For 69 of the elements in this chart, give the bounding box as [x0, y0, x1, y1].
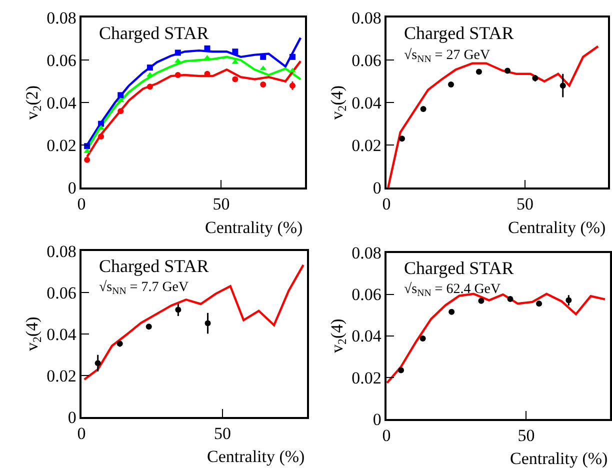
y-tick-label: 0.08 — [352, 8, 382, 28]
point — [118, 92, 124, 98]
y-tick-label: 0.08 — [352, 244, 382, 263]
y-tick-label: 0.02 — [352, 368, 382, 388]
x-tick-label: 50 — [518, 426, 535, 445]
x-axis-title: Centrality (%) — [510, 449, 608, 468]
y-tick-label: 0.02 — [46, 136, 76, 155]
x-tick-label: 50 — [212, 194, 230, 214]
text: √s$_{NN}$ = 62.4 GeV — [404, 281, 501, 299]
point — [98, 134, 104, 140]
point — [566, 297, 572, 304]
y-tick-label: 0.04 — [46, 324, 77, 344]
point — [289, 82, 296, 89]
point — [174, 50, 181, 56]
chart-title: Charged STAR — [404, 23, 514, 43]
chart-title: Charged STAR — [99, 23, 209, 43]
y-tick-label: 0.06 — [46, 51, 76, 70]
point — [448, 308, 455, 315]
point — [289, 54, 296, 60]
y-tick-label: 0 — [372, 410, 382, 429]
point — [116, 340, 123, 347]
point — [146, 64, 153, 71]
y-tick-label: 0.06 — [352, 51, 382, 70]
point — [84, 156, 90, 163]
point — [232, 76, 238, 82]
y-tick-label: 0.02 — [46, 366, 76, 386]
x-tick-label: 50 — [516, 194, 534, 214]
text: √s$_{NN}$ = 27 GeV — [404, 47, 490, 65]
point — [146, 84, 153, 90]
point — [504, 68, 511, 74]
y-tick-label: 0.04 — [46, 94, 77, 113]
y-tick-label: 0.04 — [352, 94, 382, 113]
y-tick-label: 0.06 — [46, 283, 76, 302]
point — [146, 324, 152, 330]
x-axis-title: Centrality (%) — [508, 218, 606, 237]
x-axis-title: Centrality (%) — [205, 218, 303, 237]
point — [175, 306, 182, 313]
y-tick-label: 0 — [372, 178, 382, 198]
point — [232, 48, 238, 55]
point — [507, 296, 514, 302]
y-tick-label: 0.02 — [352, 136, 382, 155]
point — [536, 300, 542, 307]
point — [398, 136, 405, 142]
chart-title: Charged STAR — [404, 258, 514, 278]
point — [94, 360, 101, 366]
point — [98, 120, 104, 127]
y-tick-label: 0.08 — [46, 8, 76, 28]
point — [532, 75, 538, 82]
x-axis-title: Centrality (%) — [207, 447, 305, 466]
y-tick-label: 0 — [68, 178, 76, 198]
chart-title: Charged STAR — [99, 256, 209, 276]
point — [204, 320, 211, 326]
point — [174, 72, 181, 78]
line-series — [387, 45, 600, 188]
point — [476, 68, 482, 75]
x-tick-label: 50 — [214, 424, 231, 444]
point — [420, 106, 426, 112]
y-tick-label: 0.08 — [46, 242, 76, 261]
point — [448, 82, 454, 88]
y-tick-label: 0.04 — [352, 326, 382, 346]
point — [260, 82, 266, 88]
y-tick-label: 0.06 — [352, 285, 382, 304]
y-tick-label: 0 — [68, 408, 76, 427]
point — [420, 335, 426, 342]
point — [398, 367, 404, 374]
point — [478, 298, 484, 304]
text: √s$_{NN}$ = 7.7 GeV — [99, 279, 189, 297]
point — [560, 82, 566, 89]
point — [118, 108, 124, 114]
